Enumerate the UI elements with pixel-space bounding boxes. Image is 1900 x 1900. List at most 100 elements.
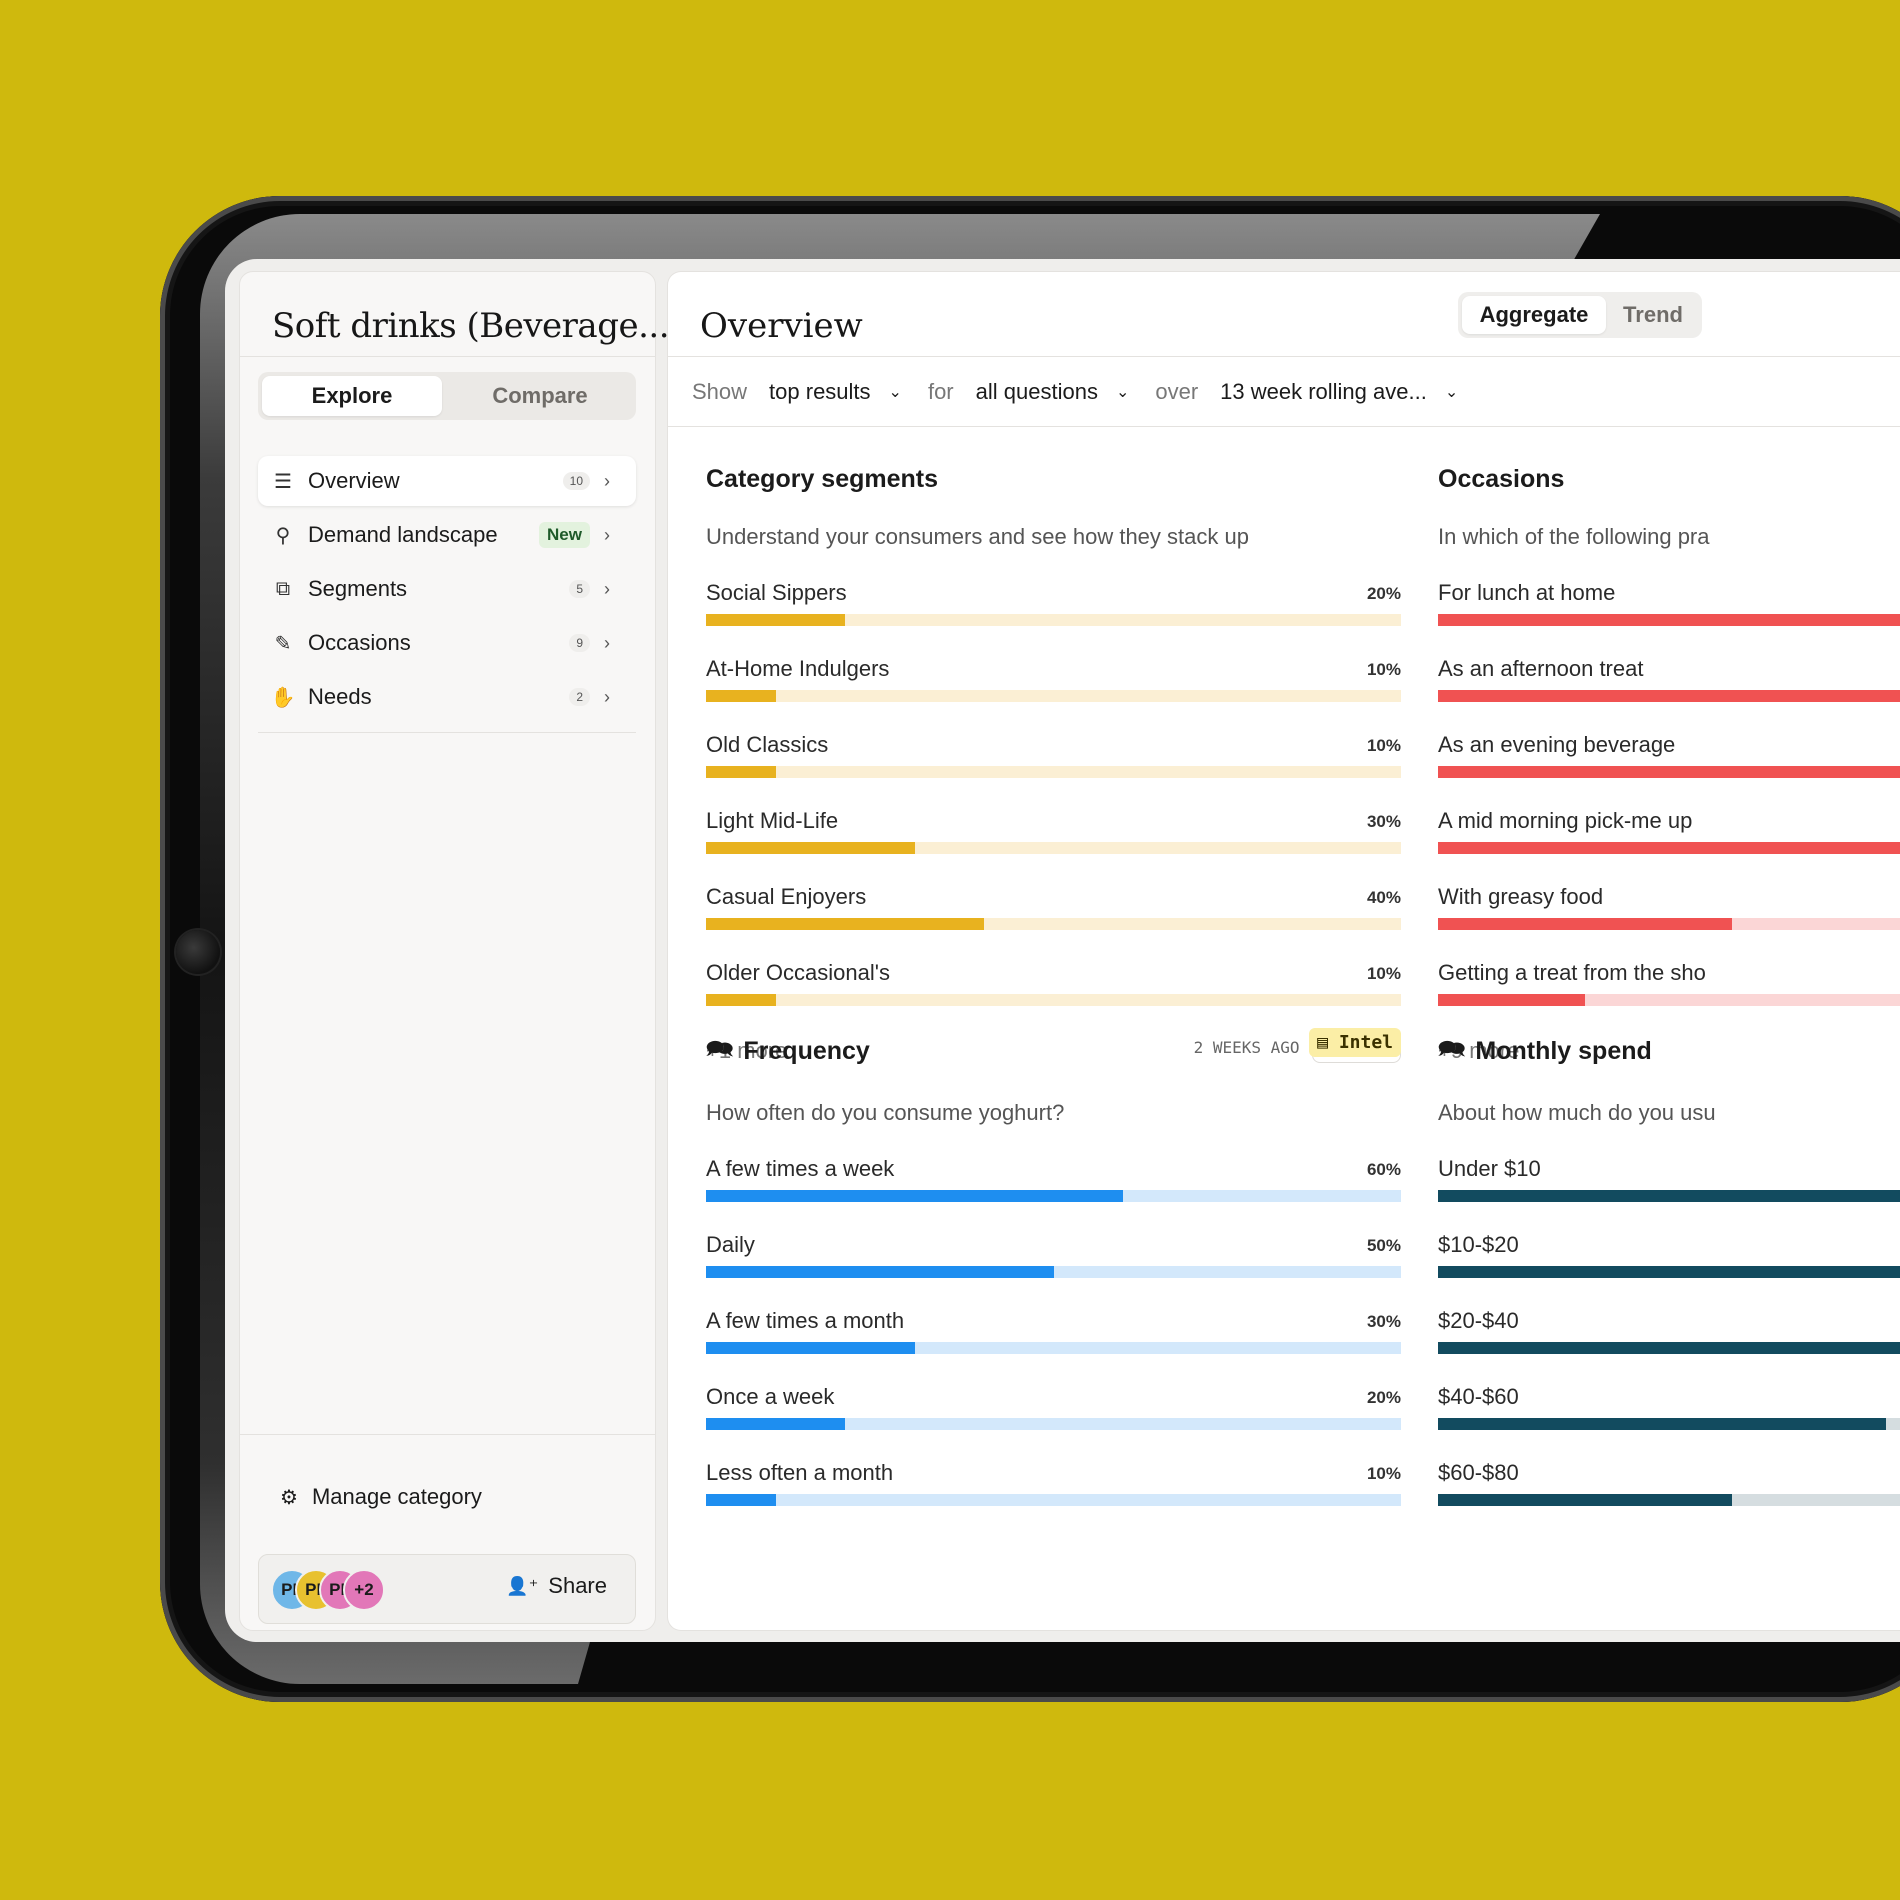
trend-tab[interactable]: Trend [1623,302,1683,327]
count-badge: 2 [569,688,590,706]
more-link[interactable]: +1 more [706,1038,788,1063]
progress-track [706,1342,1401,1354]
sidebar-item-overview[interactable]: ☰ Overview 10 › [258,456,636,506]
avatar: +2 [343,1569,385,1611]
for-dropdown[interactable]: all questions ⌄ [976,379,1130,405]
result-row: Older Occasional's 10% [706,960,1401,1036]
manage-category-label: Manage category [311,1484,482,1509]
progress-fill [1438,918,1732,930]
show-dropdown[interactable]: top results ⌄ [769,379,902,405]
chevron-right-icon: › [604,632,610,653]
result-row: A few times a month 30% [706,1308,1401,1384]
explore-tab[interactable]: Explore [262,376,442,416]
progress-track [1438,766,1900,778]
count-badge: 5 [569,580,590,598]
result-row: A few times a week 60% [706,1156,1401,1232]
progress-fill [1438,1494,1732,1506]
row-label: As an afternoon treat [1438,656,1644,681]
result-row: $20-$40 [1438,1308,1900,1384]
progress-track [1438,1494,1900,1506]
card-title: Frequency [743,1036,870,1065]
row-label: A mid morning pick-me up [1438,808,1693,833]
monthly-spend-card[interactable]: 🗪 Monthly spend About how much do you us… [1438,1032,1900,1536]
collaborators-bar: PL PL PL +2 👤⁺ Share [258,1554,636,1624]
overview-icon: ☰ [274,470,292,493]
more-link[interactable]: +9 more [1438,1038,1520,1063]
row-label: Casual Enjoyers [706,884,867,909]
progress-track [706,1418,1401,1430]
card-footer: +9 more [1438,1038,1900,1078]
chat-icon: 🗪 [706,1036,734,1061]
demand-landscape-icon: ⚲ [275,524,291,547]
row-label: $10-$20 [1438,1232,1519,1257]
category-segments-card[interactable]: Category segments Understand your consum… [706,465,1401,1078]
sidebar-item-needs[interactable]: ✋ Needs 2 › [258,672,636,722]
show-label: Show [692,379,748,404]
manage-category-button[interactable]: ⚙ Manage category [280,1484,482,1510]
add-user-icon: 👤⁺ [506,1575,539,1596]
over-dropdown[interactable]: 13 week rolling ave... ⌄ [1220,379,1458,405]
result-row: For lunch at home [1438,580,1900,656]
sidebar-item-demand-landscape[interactable]: ⚲ Demand landscape New › [258,510,636,560]
result-row: $40-$60 [1438,1384,1900,1460]
progress-track [706,918,1401,930]
mode-toggle: Explore Compare [258,372,636,420]
row-value: 20% [1366,584,1401,603]
result-row: Old Classics 10% [706,732,1401,808]
sidebar-nav: ☰ Overview 10 › ⚲ Demand landscape New › ⧉ Segmen… [258,456,636,733]
occasions-card[interactable]: Occasions In which of the following pra … [1438,465,1900,1078]
view-toggle: Aggregate Trend [1458,292,1702,338]
row-label: Less often a month [706,1460,894,1485]
progress-fill [706,690,776,702]
card-subtitle: How often do you consume yoghurt? [706,1100,1065,1125]
progress-fill [706,1418,845,1430]
row-label: Older Occasional's [706,960,890,985]
result-row: Getting a treat from the sho [1438,960,1900,1036]
chevron-right-icon: › [604,686,610,707]
progress-track [1438,994,1900,1006]
result-row: Social Sippers 20% [706,580,1401,656]
progress-fill [1438,1190,1900,1202]
card-title-row: 🗪 Monthly spend [1438,1032,1900,1070]
progress-track [1438,690,1900,702]
frequency-card[interactable]: 🗪 Frequency ▤ Intel How often do you con… [706,1028,1401,1536]
row-label: $60-$80 [1438,1460,1519,1485]
row-label: A few times a month [706,1308,905,1333]
sidebar-item-occasions[interactable]: ✎ Occasions 9 › [258,618,636,668]
progress-fill [1438,690,1900,702]
intel-badge: ▤ Intel [1309,1028,1401,1057]
sidebar: Soft drinks (Beverage... Explore Compare… [239,271,670,1631]
progress-track [706,1190,1401,1202]
over-label: over [1155,379,1199,404]
segment-rows: Social Sippers 20% At-Home Indulgers 10% Old… [706,580,1401,1036]
row-value: 30% [1366,812,1401,831]
progress-track [1438,842,1900,854]
sidebar-item-segments[interactable]: ⧉ Segments 5 › [258,564,636,614]
divider [240,1434,655,1435]
card-title: Monthly spend [1475,1036,1652,1065]
divider [668,356,1900,357]
needs-icon: ✋ [270,686,296,709]
result-row: Less often a month 10% [706,1460,1401,1536]
chat-icon: 🗪 [1438,1036,1466,1061]
divider [240,356,655,357]
row-label: $40-$60 [1438,1384,1519,1409]
new-badge: New [539,522,590,548]
chevron-right-icon: › [604,470,610,491]
share-button[interactable]: 👤⁺ Share [506,1573,607,1599]
compare-tab[interactable]: Compare [492,383,588,408]
sidebar-item-label: Occasions [308,630,411,655]
result-row: Light Mid-Life 30% [706,808,1401,884]
aggregate-tab[interactable]: Aggregate [1462,296,1606,334]
table-icon: ▤ [1317,1032,1339,1053]
progress-track [1438,614,1900,626]
gear-icon: ⚙ [280,1486,298,1509]
row-value: 20% [1366,1388,1401,1407]
category-title: Soft drinks (Beverage... [272,306,670,346]
row-value: 10% [1366,736,1401,755]
sidebar-item-label: Segments [308,576,408,601]
row-label: Social Sippers [706,580,847,605]
main-panel: Overview Aggregate Trend Show top result… [667,271,1900,1631]
result-row: Daily 50% [706,1232,1401,1308]
sidebar-item-label: Overview [308,468,400,493]
